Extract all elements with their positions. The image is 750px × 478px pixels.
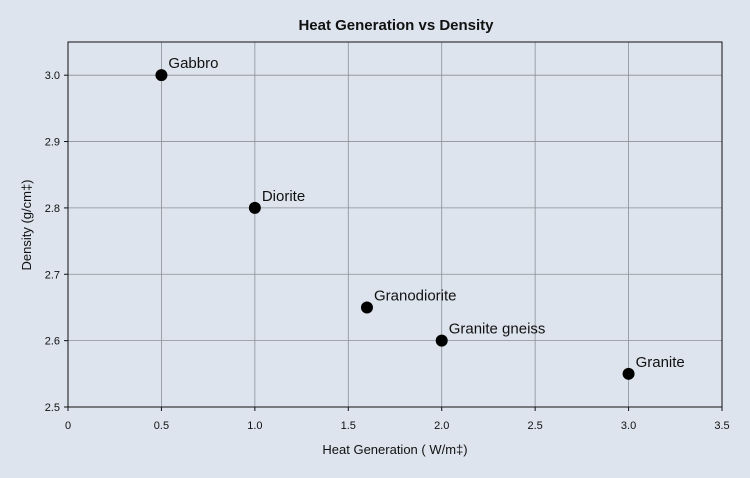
data-point-label: Granite gneiss xyxy=(449,321,546,338)
x-tick-label: 1.0 xyxy=(247,420,262,432)
data-point-label: Diorite xyxy=(262,188,305,205)
x-tick-label: 3.0 xyxy=(621,420,636,432)
grid xyxy=(68,42,722,407)
x-tick-label: 1.5 xyxy=(341,420,356,432)
x-tick-label: 0.5 xyxy=(154,420,169,432)
x-tick-label: 0 xyxy=(65,420,71,432)
x-tick-label: 2.0 xyxy=(434,420,449,432)
data-point-label: Gabbro xyxy=(168,55,218,72)
plot-area xyxy=(67,41,723,408)
y-tick-label: 2.6 xyxy=(45,336,60,348)
x-tick-label: 2.5 xyxy=(527,420,542,432)
axis-ticks: 0 0.5 1.0 1.5 2.0 2.5 3.0 3.5 2.5 2.6 2.7 2.8 2.9 3.0 xyxy=(45,70,730,432)
data-point xyxy=(248,201,261,214)
data-point-label: Granite xyxy=(636,354,685,371)
data-point xyxy=(360,301,373,314)
data-point xyxy=(435,334,448,347)
y-tick-label: 2.7 xyxy=(45,269,60,281)
x-tick-label: 3.5 xyxy=(714,420,729,432)
chart-title: Heat Generation vs Density xyxy=(298,17,494,34)
data-point xyxy=(155,69,168,82)
data-point-label: Granodiorite xyxy=(374,287,457,304)
x-axis-label: Heat Generation ( W/m‡) xyxy=(322,442,467,457)
y-tick-label: 2.5 xyxy=(45,402,60,414)
y-tick-label: 2.9 xyxy=(45,137,60,149)
y-tick-label: 3.0 xyxy=(45,70,60,82)
y-axis-label: Density (g/cm‡) xyxy=(19,179,34,270)
data-point xyxy=(622,367,635,380)
y-tick-label: 2.8 xyxy=(45,203,60,215)
data-points: Gabbro Diorite Granodiorite Granite gneiss G… xyxy=(155,55,685,380)
